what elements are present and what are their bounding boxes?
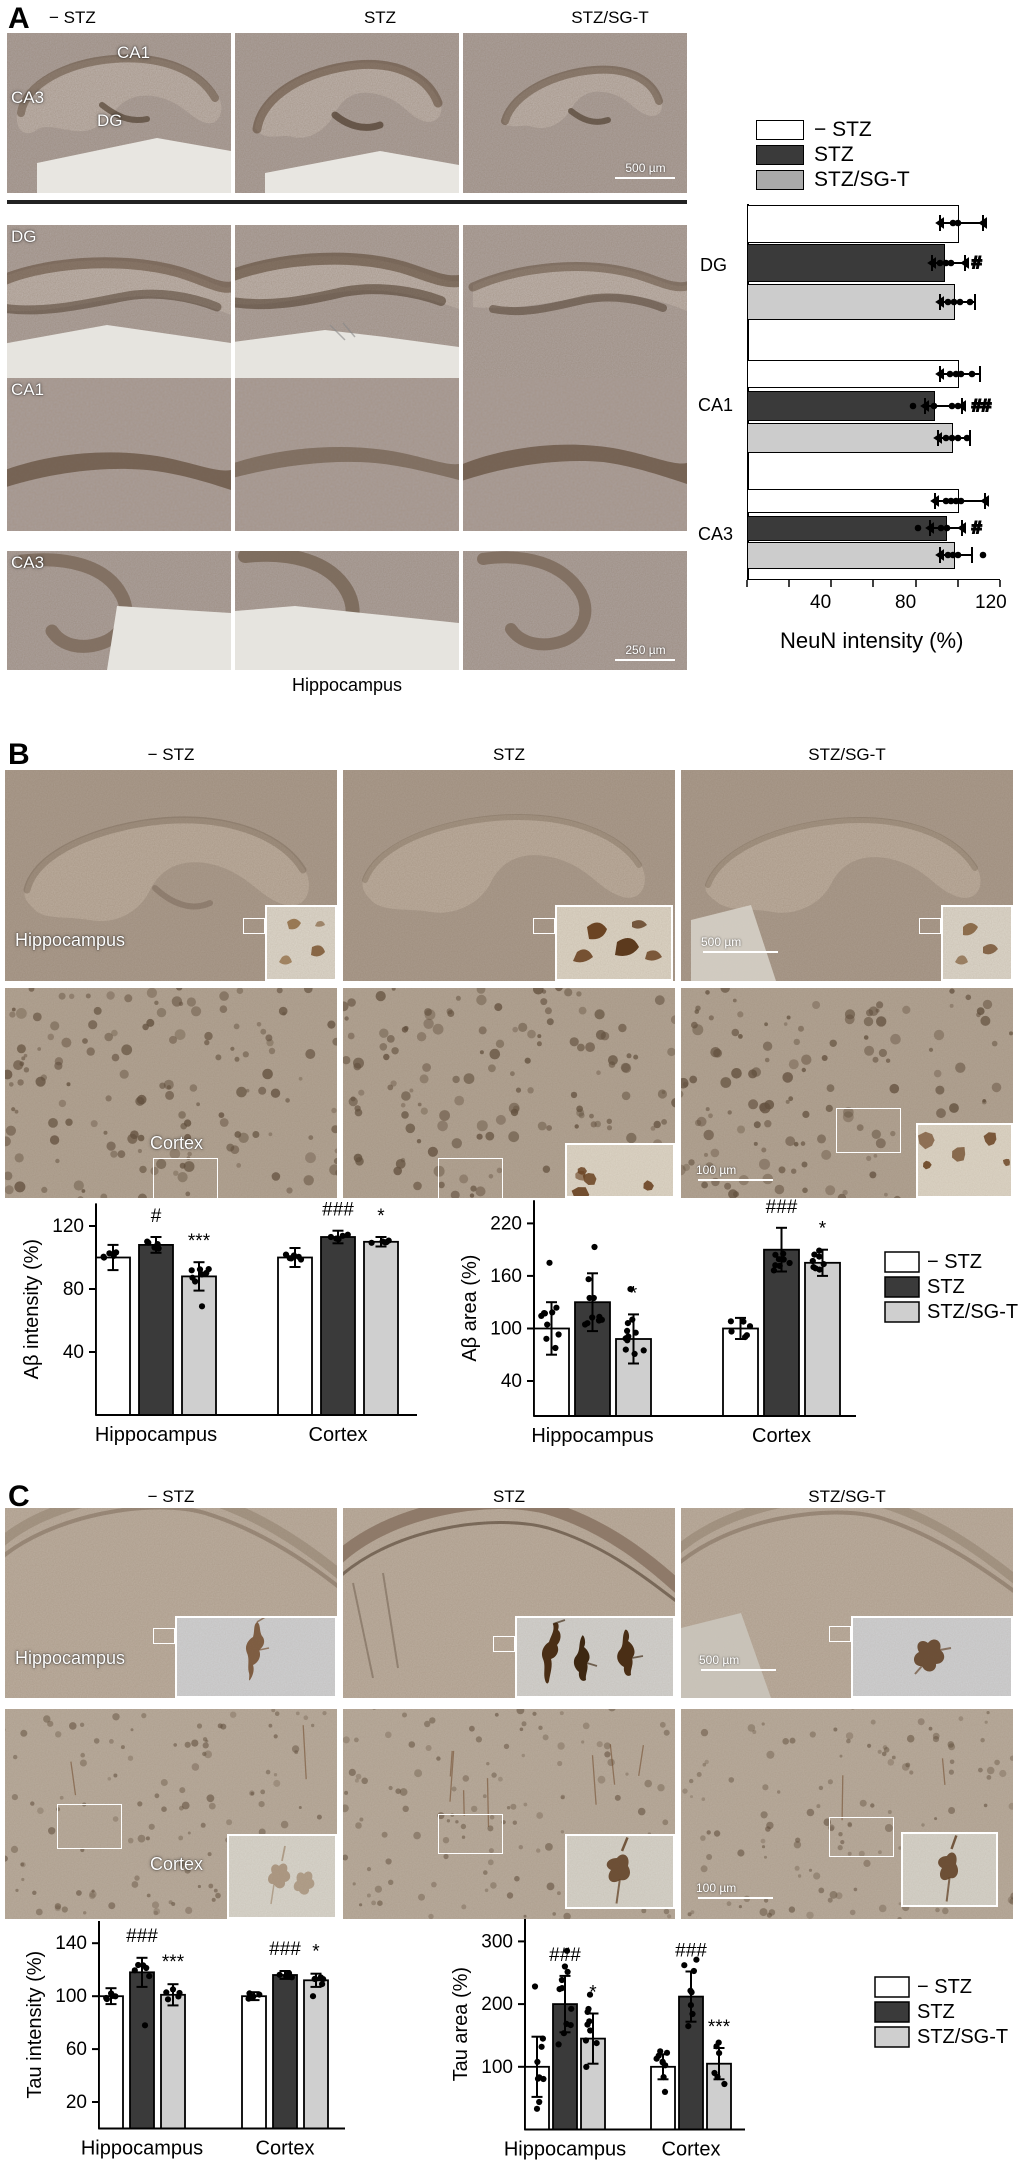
svg-text:Hippocampus: Hippocampus — [81, 2138, 203, 2160]
svg-text:300: 300 — [481, 1931, 513, 1952]
svg-text:20: 20 — [66, 2092, 87, 2113]
svg-text:***: *** — [708, 2017, 731, 2038]
svg-text:*: * — [312, 1942, 320, 1963]
svg-text:140: 140 — [55, 1933, 87, 1954]
svg-text:Tau area (%): Tau area (%) — [450, 1967, 472, 2082]
svg-text:60: 60 — [66, 2039, 87, 2060]
svg-text:100: 100 — [481, 2057, 513, 2078]
svg-text:STZ: STZ — [917, 2001, 955, 2023]
svg-text:− STZ: − STZ — [917, 1976, 972, 1998]
svg-text:Cortex: Cortex — [662, 2139, 721, 2161]
svg-text:***: *** — [162, 1952, 185, 1973]
svg-text:Hippocampus: Hippocampus — [504, 2139, 626, 2161]
svg-text:###: ### — [549, 1945, 581, 1966]
svg-text:100: 100 — [55, 1986, 87, 2007]
svg-text:*: * — [589, 1983, 597, 2004]
svg-text:###: ### — [675, 1941, 707, 1962]
svg-text:Cortex: Cortex — [256, 2138, 315, 2160]
svg-text:Tau intensity (%): Tau intensity (%) — [24, 1951, 46, 2099]
svg-text:200: 200 — [481, 1994, 513, 2015]
svg-text:###: ### — [269, 1939, 301, 1960]
svg-text:STZ/SG-T: STZ/SG-T — [917, 2026, 1008, 2048]
svg-text:###: ### — [126, 1926, 158, 1947]
